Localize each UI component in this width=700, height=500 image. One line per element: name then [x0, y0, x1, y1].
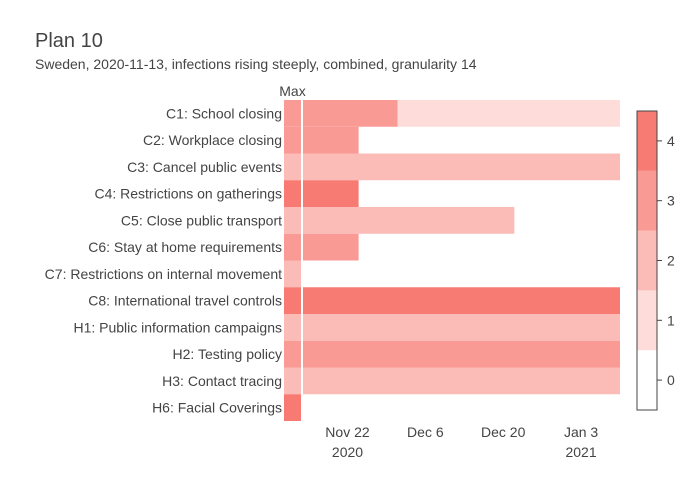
row-label: H6: Facial Coverings: [152, 400, 282, 416]
heatmap-row: C5: Close public transport: [121, 207, 515, 234]
row-label: C7: Restrictions on internal movement: [45, 266, 282, 282]
max-cell: [284, 314, 301, 341]
max-cell: [284, 394, 301, 421]
heatmap-cell: [303, 314, 620, 341]
heatmap-cell: [397, 100, 620, 127]
chart-subtitle: Sweden, 2020-11-13, infections rising st…: [35, 56, 477, 72]
x-tick-label: Dec 20: [481, 424, 526, 440]
colorbar-tick-label: 2: [667, 253, 675, 269]
colorbar-outline: [636, 110, 658, 411]
heatmap-row: C4: Restrictions on gatherings: [94, 180, 359, 207]
heatmap-row: C6: Stay at home requirements: [88, 233, 359, 261]
row-label: C5: Close public transport: [121, 212, 282, 228]
heatmap-cell: [303, 207, 515, 234]
max-cell: [284, 233, 301, 261]
chart-title: Plan 10: [35, 30, 103, 52]
row-label: C1: School closing: [166, 105, 282, 121]
colorbar-swatch: [637, 111, 657, 171]
heatmap-row: C3: Cancel public events: [127, 153, 620, 181]
max-cell: [284, 126, 301, 154]
x-tick-year-label: 2021: [565, 444, 596, 460]
max-cell: [284, 153, 301, 181]
colorbar-tick-label: 3: [667, 193, 675, 209]
heatmap-row: H1: Public information campaigns: [73, 314, 620, 341]
heatmap-cell: [303, 100, 398, 127]
max-cell: [284, 340, 301, 368]
heatmap-row: C8: International travel controls: [88, 287, 620, 314]
x-tick-year-label: 2020: [332, 444, 363, 460]
row-label: H3: Contact tracing: [162, 373, 282, 389]
x-tick-label: Nov 22: [325, 424, 370, 440]
row-label: C4: Restrictions on gatherings: [94, 186, 282, 202]
heatmap-row: C2: Workplace closing: [143, 126, 359, 154]
heatmap-cell: [303, 287, 620, 314]
row-label: C3: Cancel public events: [127, 159, 282, 175]
heatmap-row: H2: Testing policy: [173, 340, 620, 368]
heatmap-row: C7: Restrictions on internal movement: [45, 260, 301, 288]
row-label: H1: Public information campaigns: [73, 319, 282, 335]
heatmap-row: H6: Facial Coverings: [152, 394, 301, 421]
colorbar-swatch: [637, 170, 657, 231]
heatmap-cell: [303, 233, 359, 261]
heatmap-row: C1: School closing: [166, 100, 620, 127]
heatmap-cell: [303, 180, 359, 207]
colorbar-swatch: [637, 350, 657, 410]
max-cell: [284, 100, 301, 127]
heatmap-cell: [303, 367, 620, 395]
colorbar-swatch: [637, 230, 657, 291]
max-cell: [284, 287, 301, 314]
x-tick-label: Jan 3: [564, 424, 598, 440]
max-cell: [284, 180, 301, 207]
colorbar-tick-label: 0: [667, 372, 675, 388]
colorbar-tick-label: 1: [667, 312, 675, 328]
row-label: C2: Workplace closing: [143, 132, 282, 148]
max-cell: [284, 207, 301, 234]
x-tick-label: Dec 6: [407, 424, 444, 440]
row-label: C6: Stay at home requirements: [88, 239, 282, 255]
heatmap-cell: [303, 340, 620, 368]
colorbar-swatch: [637, 290, 657, 351]
max-cell: [284, 367, 301, 395]
heatmap-cell: [303, 126, 359, 154]
colorbar-tick-label: 4: [667, 133, 675, 149]
row-label: H2: Testing policy: [173, 346, 282, 362]
max-column-label: Max: [279, 83, 305, 99]
heatmap-row: H3: Contact tracing: [162, 367, 620, 395]
max-cell: [284, 260, 301, 288]
heatmap-cell: [303, 153, 620, 181]
row-label: C8: International travel controls: [88, 293, 282, 309]
